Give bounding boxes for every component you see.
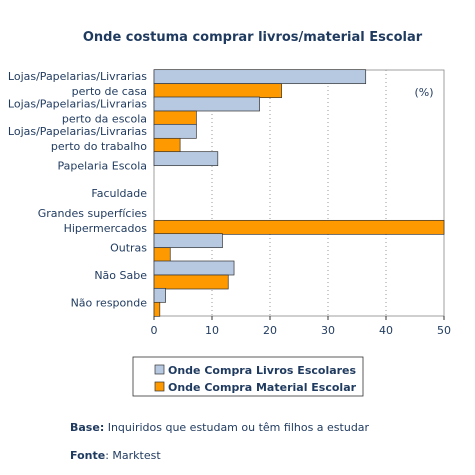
bar-livros xyxy=(153,260,235,276)
legend-label: Onde Compra Livros Escolares xyxy=(168,364,357,377)
bar-chart: 0 10 20 30 40 50 (%) Lojas/Papelarias/Livrarias… xyxy=(8,69,451,397)
base-label: Base: xyxy=(70,421,105,434)
chart-title: Onde costuma comprar livros/material Esc… xyxy=(82,30,423,45)
category-label: Hipermercados xyxy=(64,222,148,235)
bar-livros xyxy=(153,151,219,167)
legend-swatch xyxy=(154,364,165,375)
category-label: Não Sabe xyxy=(94,269,147,282)
legend-swatch xyxy=(154,381,165,392)
bar-material xyxy=(153,137,181,153)
legend xyxy=(132,356,364,397)
bar-livros xyxy=(153,287,166,303)
category-label: Grandes superfícies xyxy=(38,207,148,220)
fonte-text: : Marktest xyxy=(105,449,161,462)
category-label: perto da escola xyxy=(62,113,147,126)
category-label: Faculdade xyxy=(91,187,147,200)
category-label: Lojas/Papelarias/Livrarias xyxy=(8,125,147,138)
category-label: Papelaria Escola xyxy=(58,160,148,173)
legend-label: Onde Compra Material Escolar xyxy=(168,381,357,394)
x-tick-label: 40 xyxy=(379,324,393,337)
bar-material xyxy=(153,247,171,263)
bar-livros xyxy=(153,96,260,112)
category-label: perto de casa xyxy=(72,85,147,98)
x-tick-label: 0 xyxy=(151,324,158,337)
x-tick-label: 20 xyxy=(263,324,277,337)
category-label: Lojas/Papelarias/Livrarias xyxy=(8,70,147,83)
bar-livros xyxy=(153,69,367,85)
category-label: Outras xyxy=(110,242,147,255)
x-tick-label: 10 xyxy=(205,324,219,337)
category-label: perto do trabalho xyxy=(51,140,147,153)
bar-material xyxy=(153,274,229,290)
bar-material xyxy=(153,83,282,99)
source-note: Fonte: Marktest xyxy=(70,449,161,462)
bar-material xyxy=(153,301,161,317)
x-tick-label: 30 xyxy=(321,324,335,337)
unit-label: (%) xyxy=(414,86,433,99)
x-tick-label: 50 xyxy=(437,324,451,337)
base-text: Inquiridos que estudam ou têm filhos a e… xyxy=(104,421,370,434)
bar-material xyxy=(153,110,197,126)
bar-material xyxy=(153,219,445,235)
category-label: Não responde xyxy=(71,296,148,309)
category-label: Lojas/Papelarias/Livrarias xyxy=(8,98,147,111)
fonte-label: Fonte xyxy=(70,449,106,462)
bar-livros xyxy=(153,233,223,249)
bar-livros xyxy=(153,123,197,139)
base-note: Base: Inquiridos que estudam ou têm filh… xyxy=(70,421,369,434)
